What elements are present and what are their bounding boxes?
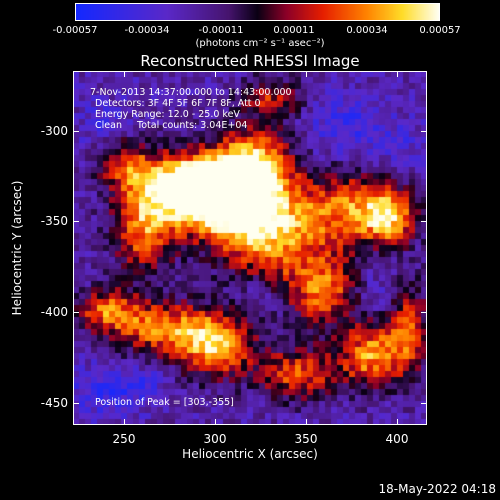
- colorbar-tick: 0.00011: [273, 25, 315, 36]
- colorbar-tick: 0.00034: [346, 25, 388, 36]
- x-tick-mark: [215, 71, 216, 77]
- y-tick-mark: [73, 131, 79, 132]
- x-tick-label: 400: [385, 432, 409, 446]
- peak-position: Position of Peak = [303,-355]: [95, 397, 234, 408]
- colorbar: [75, 3, 440, 21]
- y-tick-label: -350: [40, 214, 68, 228]
- info-energy-range: Energy Range: 12.0 - 25.0 keV: [95, 109, 240, 120]
- y-tick-mark: [73, 221, 79, 222]
- y-tick-label: -450: [40, 396, 68, 410]
- x-tick-label: 350: [294, 432, 318, 446]
- colorbar-tick: 0.00057: [419, 25, 461, 36]
- y-tick-label: -400: [40, 305, 68, 319]
- colorbar-tick: -0.00011: [198, 25, 244, 36]
- x-axis-label: Heliocentric X (arcsec): [182, 447, 318, 461]
- x-tick-mark: [215, 419, 216, 425]
- plot-title: Reconstructed RHESSI Image: [140, 52, 360, 70]
- y-tick-mark: [73, 312, 79, 313]
- plot-frame: [73, 71, 427, 425]
- x-tick-mark: [124, 71, 125, 77]
- y-tick-mark: [421, 403, 427, 404]
- x-tick-label: 250: [112, 432, 136, 446]
- y-tick-mark: [421, 312, 427, 313]
- y-tick-mark: [421, 131, 427, 132]
- x-tick-label: 300: [203, 432, 227, 446]
- x-tick-mark: [306, 71, 307, 77]
- x-tick-mark: [306, 419, 307, 425]
- colorbar-tick: -0.00034: [124, 25, 170, 36]
- x-tick-mark: [124, 419, 125, 425]
- colorbar-unit-label: (photons cm⁻² s⁻¹ asec⁻²): [195, 38, 325, 49]
- y-tick-mark: [73, 403, 79, 404]
- info-detectors: Detectors: 3F 4F 5F 6F 7F 8F, Att 0: [95, 98, 261, 109]
- info-time-range: 7-Nov-2013 14:37:00.000 to 14:43:00.000: [90, 87, 292, 98]
- y-tick-mark: [421, 221, 427, 222]
- x-tick-mark: [397, 419, 398, 425]
- plot-timestamp: 18-May-2022 04:18: [378, 482, 496, 496]
- y-tick-label: -300: [40, 124, 68, 138]
- y-axis-label: Heliocentric Y (arcsec): [10, 180, 24, 316]
- info-clean-counts: Clean Total counts: 3.04E+04: [95, 120, 248, 131]
- x-tick-mark: [397, 71, 398, 77]
- rhessi-image: [73, 71, 427, 425]
- colorbar-tick: -0.00057: [52, 25, 98, 36]
